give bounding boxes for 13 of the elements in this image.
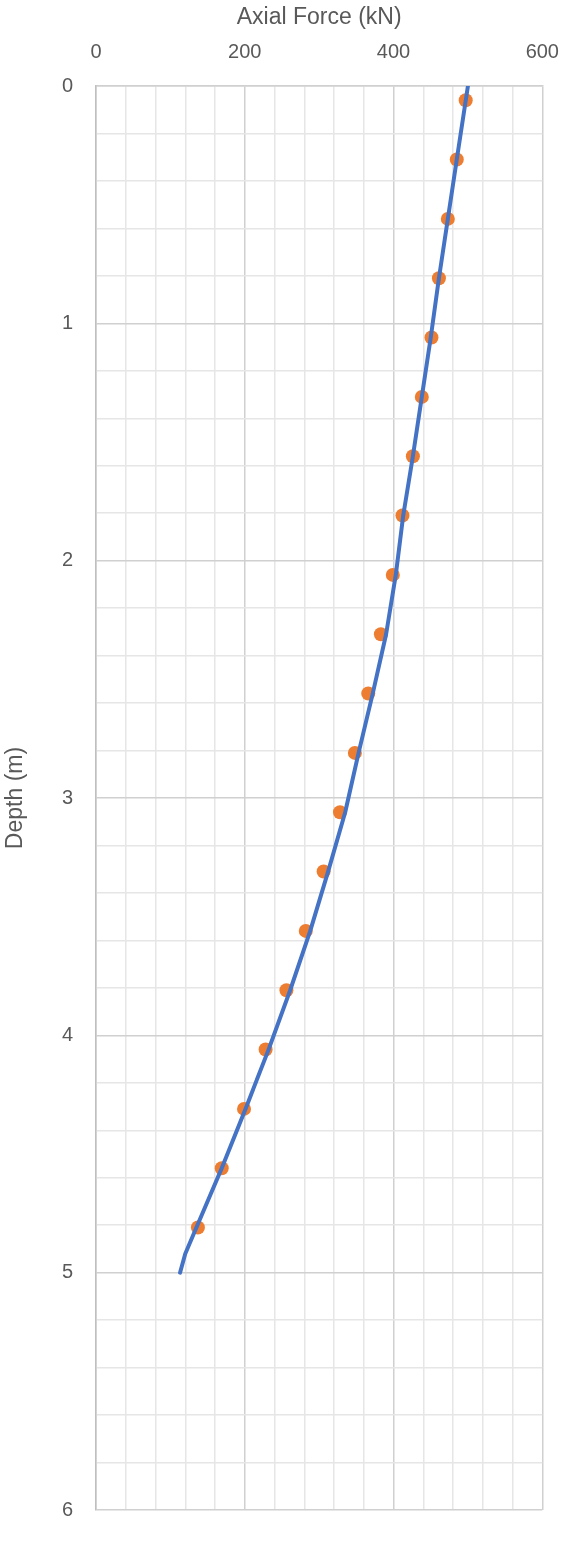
x-axis-title: Axial Force (kN) <box>236 3 402 30</box>
x-tick-label: 200 <box>228 39 262 62</box>
x-tick-label: 400 <box>376 39 411 62</box>
y-tick-label: 1 <box>61 310 73 333</box>
y-tick-label: 3 <box>61 785 73 808</box>
y-tick-label: 0 <box>61 73 73 96</box>
y-tick-label: 5 <box>61 1260 73 1283</box>
x-tick-label: 600 <box>525 39 559 62</box>
y-tick-label: 6 <box>61 1497 73 1520</box>
y-tick-label: 4 <box>61 1022 73 1045</box>
y-axis-title: Depth (m) <box>1 746 28 850</box>
y-tick-label: 2 <box>61 548 73 571</box>
x-tick-label: 0 <box>90 39 102 62</box>
